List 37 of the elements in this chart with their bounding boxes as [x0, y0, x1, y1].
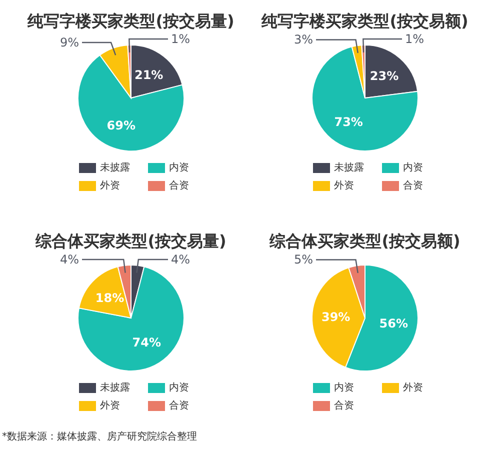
legend-label: 外资	[100, 180, 120, 192]
legend-label: 内资	[334, 382, 354, 394]
legend-label: 内资	[169, 162, 189, 174]
legend-label: 内资	[403, 162, 423, 174]
data-label: 3%	[294, 32, 313, 47]
legend-label: 合资	[403, 180, 423, 192]
pie-slice	[78, 266, 184, 372]
legend-label: 合资	[169, 180, 189, 192]
data-label: 69%	[106, 118, 136, 132]
data-label: 1%	[171, 32, 190, 46]
data-label: 9%	[60, 35, 79, 50]
legend-label: 内资	[169, 382, 189, 394]
legend-label: 外资	[100, 400, 120, 412]
legend-label: 外资	[403, 382, 423, 394]
text: *数据来源：媒体披露、房产研究院综合整理	[2, 430, 197, 442]
data-label: 1%	[405, 32, 424, 46]
data-label: 23%	[370, 69, 399, 84]
data-label: 4%	[60, 252, 79, 266]
data-label: 5%	[294, 252, 313, 267]
chart-title: 纯写字楼买家类型(按交易量)	[26, 12, 234, 30]
data-label: 74%	[132, 336, 161, 350]
data-label: 4%	[171, 252, 190, 266]
data-label: 18%	[95, 291, 124, 306]
chart-title: 综合体买家类型(按交易额)	[268, 232, 460, 250]
legend-label: 未披露	[100, 382, 130, 394]
data-label: 21%	[134, 68, 164, 82]
legend-label: 未披露	[100, 162, 130, 174]
legend-label: 合资	[169, 400, 189, 412]
legend-label: 外资	[334, 180, 354, 192]
chart-title: 综合体买家类型(按交易量)	[34, 232, 226, 250]
data-label: 39%	[321, 310, 350, 324]
data-label: 73%	[334, 115, 363, 130]
chart-title: 纯写字楼买家类型(按交易额)	[260, 12, 468, 30]
legend-label: 合资	[334, 400, 354, 412]
data-label: 56%	[379, 316, 408, 330]
pie-slice	[312, 46, 418, 152]
legend-label: 未披露	[334, 162, 364, 174]
